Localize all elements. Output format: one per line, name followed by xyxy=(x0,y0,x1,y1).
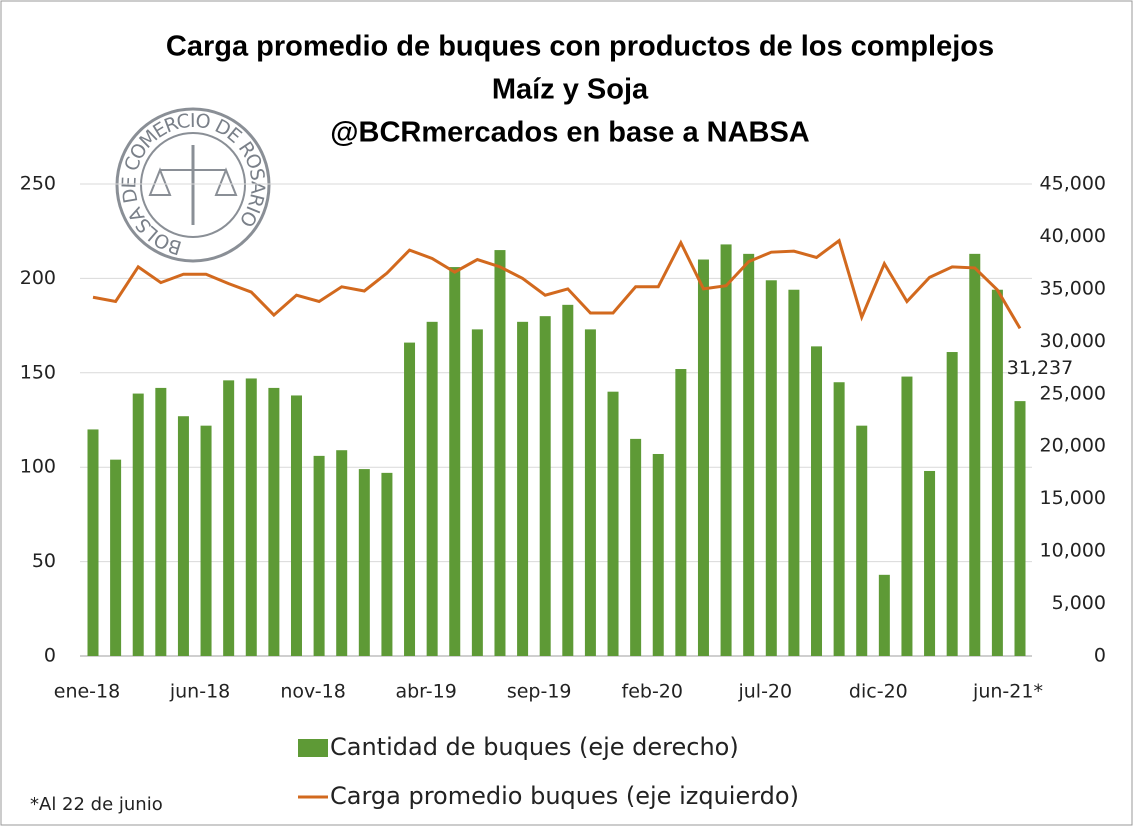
bar xyxy=(743,253,755,656)
bar xyxy=(200,425,212,656)
bar xyxy=(290,395,302,656)
bar xyxy=(313,455,325,656)
x-tick-label: feb-20 xyxy=(622,681,683,703)
y-tick-label: 0 xyxy=(44,645,56,667)
bar xyxy=(652,453,664,656)
bar xyxy=(268,387,280,656)
x-tick-label: jul-20 xyxy=(737,681,792,703)
bar xyxy=(404,342,416,656)
footnote: *Al 22 de junio xyxy=(30,794,163,815)
x-tick-label: sep-19 xyxy=(507,681,572,703)
bar xyxy=(245,378,257,656)
y-tick-label: 50 xyxy=(32,550,56,572)
chart-title: Carga promedio de buques con productos d… xyxy=(166,31,994,63)
bar xyxy=(765,280,777,656)
bar xyxy=(584,329,596,656)
y-tick-label: 150 xyxy=(20,361,56,383)
y2-tick-label: 35,000 xyxy=(1040,277,1106,299)
bar xyxy=(358,469,370,656)
bar xyxy=(177,416,189,656)
y2-tick-label: 5,000 xyxy=(1052,592,1106,614)
y2-tick-label: 0 xyxy=(1094,645,1106,667)
chart-title: Maíz y Soja xyxy=(492,74,649,106)
logo: BOLSA DE COMERCIO DE ROSARIO xyxy=(115,107,271,263)
y2-tick-label: 45,000 xyxy=(1040,173,1106,195)
bar xyxy=(607,391,619,656)
y-tick-label: 250 xyxy=(20,173,56,195)
bar xyxy=(901,376,913,656)
x-tick-label: ene-18 xyxy=(54,681,120,703)
bar xyxy=(539,316,551,656)
bar xyxy=(132,393,144,656)
bar xyxy=(1014,401,1026,656)
bar xyxy=(562,304,574,656)
bar xyxy=(630,438,642,656)
bar xyxy=(336,450,348,656)
legend-label: Carga promedio buques (eje izquierdo) xyxy=(330,782,799,810)
line xyxy=(92,238,1022,330)
y-tick-label: 100 xyxy=(20,456,56,478)
data-label: 31,237 xyxy=(1007,357,1073,379)
bar xyxy=(969,253,981,656)
bar xyxy=(924,470,936,656)
legend-label: Cantidad de buques (eje derecho) xyxy=(330,733,739,761)
bar xyxy=(494,250,506,656)
bar xyxy=(517,321,529,656)
bar xyxy=(110,459,122,656)
bar xyxy=(675,369,687,656)
bar xyxy=(878,574,890,656)
bar xyxy=(946,352,958,656)
bar xyxy=(87,429,99,656)
bar xyxy=(833,382,845,656)
bar xyxy=(856,425,868,656)
y-tick-label: 200 xyxy=(20,267,56,289)
x-tick-label: abr-19 xyxy=(395,681,456,703)
x-tick-label: jun-18 xyxy=(169,681,230,703)
bar xyxy=(788,289,800,656)
bar xyxy=(381,472,393,656)
y2-tick-label: 40,000 xyxy=(1040,225,1106,247)
chart-title: @BCRmercados en base a NABSA xyxy=(330,117,810,149)
bar xyxy=(720,244,732,656)
y2-tick-label: 15,000 xyxy=(1040,487,1106,509)
y2-tick-label: 25,000 xyxy=(1040,382,1106,404)
bar xyxy=(155,387,167,656)
x-tick-label: dic-20 xyxy=(849,681,908,703)
legend-swatch xyxy=(298,739,328,757)
bar xyxy=(471,329,483,656)
y2-tick-label: 20,000 xyxy=(1040,435,1106,457)
y2-tick-label: 10,000 xyxy=(1040,540,1106,562)
x-tick-label: jun-21* xyxy=(972,681,1043,703)
y2-tick-label: 30,000 xyxy=(1040,330,1106,352)
bar xyxy=(223,380,235,656)
bar xyxy=(697,259,709,656)
bar xyxy=(991,289,1003,656)
bar xyxy=(449,267,461,656)
x-tick-label: nov-18 xyxy=(280,681,345,703)
bar xyxy=(811,346,823,656)
bar xyxy=(426,321,438,656)
